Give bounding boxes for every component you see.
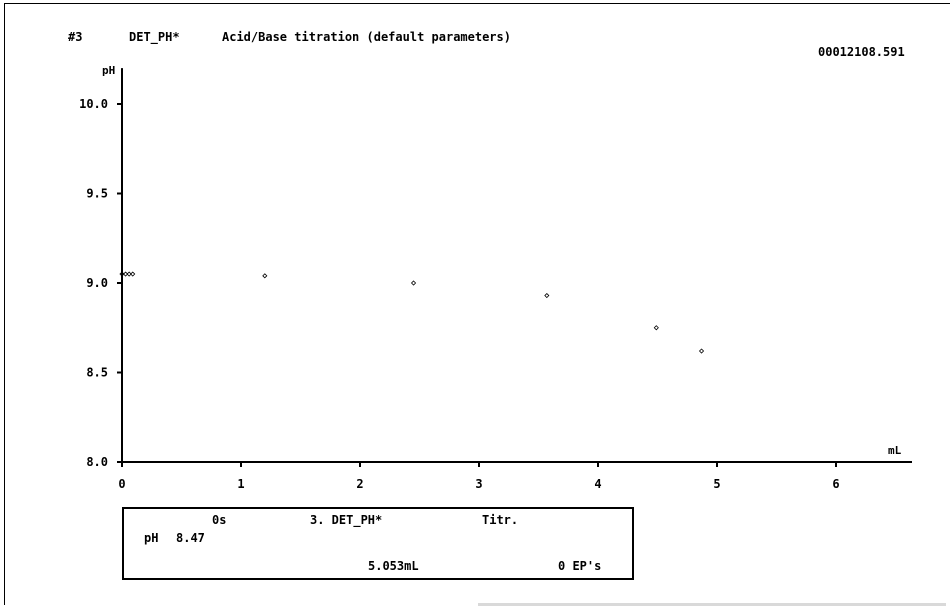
status-time: 0s xyxy=(212,513,227,527)
window-frame xyxy=(4,3,950,605)
status-volume: 5.053mL xyxy=(368,559,419,573)
scrollbar-track xyxy=(478,603,946,606)
data-point xyxy=(653,325,659,331)
data-point xyxy=(119,271,125,277)
chart-title: Acid/Base titration (default parameters) xyxy=(222,30,511,44)
x-tick-label: 2 xyxy=(356,477,363,491)
data-point xyxy=(698,348,705,354)
y-tick-label: 9.5 xyxy=(86,187,108,201)
status-ep-count: 0 EP's xyxy=(558,559,602,573)
status-ph-value: 8.47 xyxy=(176,531,205,545)
status-mode: Titr. xyxy=(482,513,519,527)
y-tick-label: 10.0 xyxy=(79,97,108,111)
y-tick-label: 9.0 xyxy=(86,276,108,290)
x-axis-label: mL xyxy=(888,444,902,457)
x-tick-label: 1 xyxy=(237,477,244,491)
data-point xyxy=(123,271,129,277)
x-tick-label: 4 xyxy=(594,477,601,491)
x-tick-label: 0 xyxy=(118,477,125,491)
y-tick-label: 8.5 xyxy=(86,366,108,380)
data-point xyxy=(262,273,268,279)
data-point xyxy=(130,271,136,277)
y-tick-label: 8.0 xyxy=(86,455,108,469)
status-ph-label: pH xyxy=(144,531,159,545)
y-axis-label: pH xyxy=(102,64,116,77)
x-tick-label: 6 xyxy=(832,477,839,491)
status-method: 3. DET_PH* xyxy=(310,513,383,527)
status-panel: 0s 3. DET_PH* Titr. pH 8.47 5.053mL 0 EP… xyxy=(122,507,634,580)
x-tick-label: 3 xyxy=(475,477,482,491)
data-point xyxy=(126,271,132,277)
data-point xyxy=(410,280,417,286)
data-point xyxy=(544,292,550,299)
run-id: 00012108.591 xyxy=(818,45,905,59)
method-number: #3 xyxy=(68,30,83,44)
method-name: DET_PH* xyxy=(129,30,180,44)
x-tick-label: 5 xyxy=(713,477,720,491)
